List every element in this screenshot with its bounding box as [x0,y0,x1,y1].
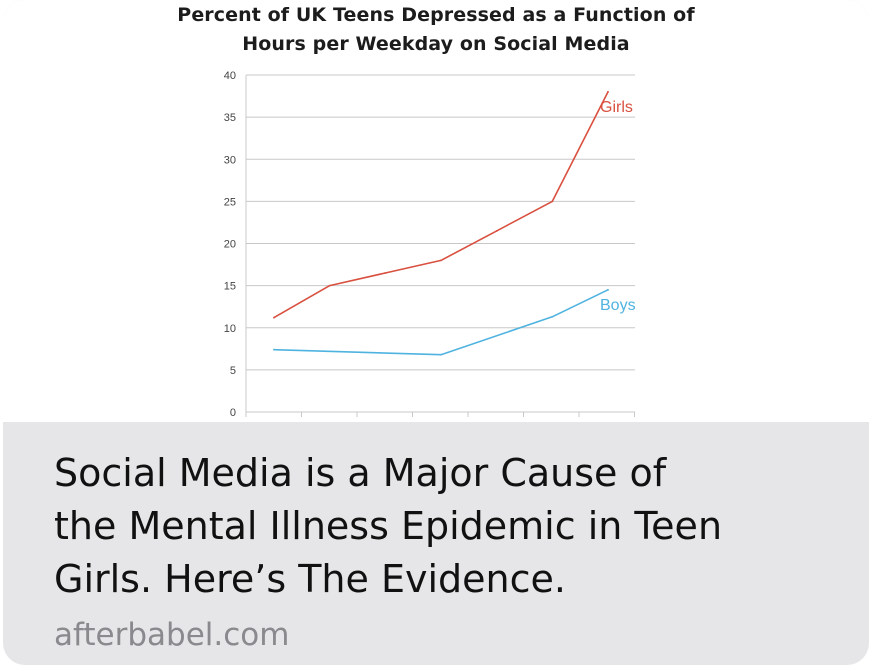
data-point-girls-6 [607,90,609,93]
y-tick-label-20: 20 [224,239,236,251]
data-point-girls-2 [384,272,387,274]
y-tick-label-35: 35 [224,112,236,124]
link-title[interactable]: Social Media is a Major Cause of the Men… [54,447,844,606]
data-point-girls-3 [440,259,442,262]
y-tick-label-15: 15 [224,281,236,293]
data-point-girls-0 [273,316,275,319]
link-title-line-1: Social Media is a Major Cause of [54,451,667,495]
preview-image: Percent of UK Teens Depressed as a Funct… [3,0,869,422]
y-tick-label-40: 40 [224,70,236,82]
series-line-girls [273,91,609,319]
y-tick-label-30: 30 [224,154,236,166]
data-point-girls-5 [551,200,554,203]
data-point-girls-1 [328,284,331,287]
line-chart: 0 5 10 15 20 25 30 35 40 Girls Boys [224,70,636,419]
data-point-boys-2 [551,315,554,318]
legend-label-girls: Girls [600,99,633,116]
link-preview-card[interactable]: Percent of UK Teens Depressed as a Funct… [3,0,869,665]
chart-title-line-2: Hours per Weekday on Social Media [242,33,630,55]
link-title-line-3: Girls. Here’s The Evidence. [54,557,566,601]
y-tick-label-5: 5 [230,365,236,377]
data-point-boys-1 [440,353,442,356]
data-point-boys-0 [273,348,275,351]
y-tick-label-0: 0 [230,407,236,419]
y-tick-label-10: 10 [224,323,236,335]
data-point-boys-3 [607,288,609,291]
chart-title-line-1: Percent of UK Teens Depressed as a Funct… [177,4,695,26]
link-title-line-2: the Mental Illness Epidemic in Teen [54,504,723,548]
data-point-girls-4 [495,229,498,232]
link-domain: afterbabel.com [54,617,290,653]
series-line-boys [273,288,609,356]
legend-label-boys: Boys [600,297,636,314]
y-tick-label-25: 25 [224,196,236,208]
